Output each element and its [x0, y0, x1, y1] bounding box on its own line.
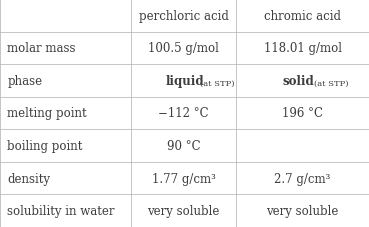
Text: solid: solid [282, 75, 314, 88]
Text: density: density [7, 172, 51, 185]
Text: boiling point: boiling point [7, 139, 83, 152]
Text: 118.01 g/mol: 118.01 g/mol [263, 42, 342, 55]
Text: chromic acid: chromic acid [264, 10, 341, 23]
Text: −112 °C: −112 °C [158, 107, 209, 120]
Text: 2.7 g/cm³: 2.7 g/cm³ [275, 172, 331, 185]
Text: 90 °C: 90 °C [167, 139, 200, 152]
Text: melting point: melting point [7, 107, 87, 120]
Text: phase: phase [7, 75, 42, 88]
Text: 1.77 g/cm³: 1.77 g/cm³ [152, 172, 215, 185]
Text: very soluble: very soluble [147, 204, 220, 217]
Text: solubility in water: solubility in water [7, 204, 115, 217]
Text: (at STP): (at STP) [200, 79, 235, 87]
Text: molar mass: molar mass [7, 42, 76, 55]
Text: perchloric acid: perchloric acid [139, 10, 228, 23]
Text: 196 °C: 196 °C [282, 107, 323, 120]
Text: (at STP): (at STP) [314, 79, 348, 87]
Text: liquid: liquid [165, 75, 204, 88]
Text: 100.5 g/mol: 100.5 g/mol [148, 42, 219, 55]
Text: very soluble: very soluble [266, 204, 339, 217]
